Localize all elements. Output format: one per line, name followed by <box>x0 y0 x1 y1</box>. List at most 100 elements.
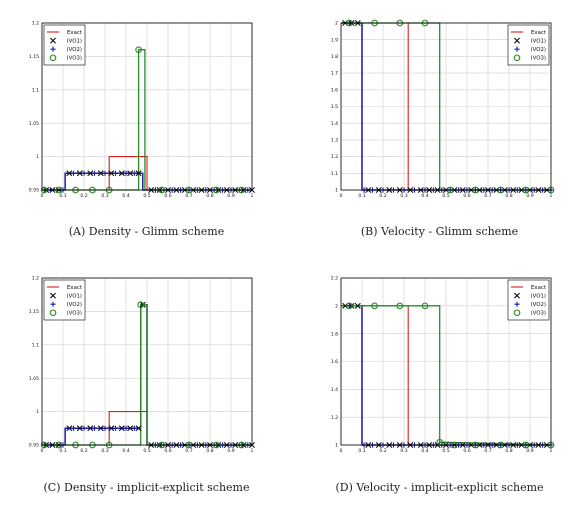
legend-label-vo3: (VO3) <box>531 56 546 62</box>
y-tick-label: 1.15 <box>29 309 39 315</box>
marker-vo1 <box>127 425 134 432</box>
x-tick-label: 0.6 <box>164 193 171 199</box>
marker-vo2 <box>112 170 119 176</box>
y-tick-label: 2 <box>335 303 338 309</box>
chart-c: 0 0.1 0.2 0.3 0.4 0.5 0.6 0.7 0.8 0.9 1 0.95 1 1.05 1.… <box>29 276 255 454</box>
marker-vo1 <box>76 425 83 432</box>
marker-vo2 <box>112 425 119 431</box>
marker-vo1 <box>66 425 73 432</box>
x-tick-label: 0.8 <box>505 448 512 454</box>
marker-vo1 <box>135 170 142 177</box>
x-tick-label: 0.7 <box>185 193 192 199</box>
y-tick-label: 1.05 <box>29 376 39 382</box>
x-tick-label: 1 <box>550 193 553 199</box>
x-tick-label: 0.2 <box>379 448 386 454</box>
y-tick-label: 2 <box>335 21 338 27</box>
x-tick-label: 0.9 <box>526 448 533 454</box>
marker-vo1 <box>66 170 73 177</box>
caption-d: (D) Velocity - implicit-explicit scheme <box>335 481 544 494</box>
marker-vo2 <box>70 425 77 431</box>
marker-vo2 <box>81 425 87 431</box>
y-tick-label: 1.2 <box>32 21 39 27</box>
y-tick-label: 1.1 <box>32 87 39 93</box>
x-tick-label: 0.7 <box>484 193 491 199</box>
x-tick-label: 0.4 <box>122 193 129 199</box>
marker-vo3 <box>346 302 353 310</box>
chart-b: 0 0.1 0.2 0.3 0.4 0.5 0.6 0.7 0.8 0.9 1 1 1.1 1.2 1.3 1… <box>331 19 555 199</box>
marker-vo2 <box>81 170 87 176</box>
y-tick-label: 1.8 <box>331 54 338 60</box>
legend-swatch-vo1 <box>514 37 520 44</box>
y-tick-label: 1.05 <box>29 121 39 127</box>
marker-vo1 <box>108 170 115 177</box>
y-tick-label: 1.5 <box>331 104 338 110</box>
legend-label-exact: Exact <box>67 30 82 36</box>
x-tick-label: 0.3 <box>101 193 108 199</box>
marker-vo2 <box>131 425 137 431</box>
marker-vo1 <box>108 425 115 432</box>
x-tick-label: 0 <box>340 193 343 199</box>
y-tick-label: 1.6 <box>331 87 338 93</box>
x-tick-label: 0.1 <box>59 448 66 454</box>
axes-frame <box>340 22 552 191</box>
x-tick-label: 0 <box>41 448 44 454</box>
marker-vo2 <box>91 170 98 176</box>
x-tick-label: 0.8 <box>206 448 213 454</box>
y-tick-label: 1.15 <box>29 54 39 60</box>
marker-vo1 <box>76 170 83 177</box>
chart-a: 0 0.1 0.2 0.3 0.4 0.5 0.6 0.7 0.8 0.9 1 0.95 1 1.05 1.… <box>29 21 255 199</box>
chart-d: 0 0.1 0.2 0.3 0.4 0.5 0.6 0.7 0.8 0.9 1 1 1.2 1.4 1.6 1… <box>331 276 555 454</box>
marker-vo1 <box>127 170 134 177</box>
x-tick-label: 0 <box>41 193 44 199</box>
marker-vo2 <box>91 425 98 431</box>
x-tick-label: 0 <box>340 448 343 454</box>
legend-label-vo3: (VO3) <box>67 311 82 317</box>
x-tick-label: 0.1 <box>358 193 365 199</box>
marker-vo2 <box>346 303 352 309</box>
x-tick-label: 0.2 <box>80 193 87 199</box>
marker-vo1 <box>135 425 142 432</box>
x-tick-label: 0.9 <box>227 448 234 454</box>
x-tick-label: 0.9 <box>227 193 234 199</box>
x-tick-label: 0.6 <box>463 193 470 199</box>
x-tick-label: 0.3 <box>400 193 407 199</box>
marker-vo1 <box>118 170 125 177</box>
y-tick-label: 1.1 <box>32 342 39 348</box>
legend-swatch-vo1 <box>514 292 520 299</box>
legend: Exact (VO1) (VO2) (VO3) <box>43 24 86 66</box>
legend-label-vo3: (VO3) <box>531 311 546 317</box>
y-tick-label: 1.1 <box>331 171 338 177</box>
x-tick-label: 0.5 <box>442 448 449 454</box>
marker-vo3 <box>396 302 404 310</box>
x-tick-label: 0.8 <box>206 193 213 199</box>
legend-label-vo1: (VO1) <box>67 38 82 44</box>
x-tick-label: 0.6 <box>164 448 171 454</box>
axes-frame <box>41 277 253 446</box>
legend-label-vo1: (VO1) <box>67 293 82 299</box>
marker-vo2 <box>123 170 129 176</box>
marker-vo2 <box>102 170 108 176</box>
marker-vo3 <box>421 302 429 310</box>
legend-swatch-vo3 <box>49 54 57 62</box>
marker-vo3 <box>137 301 145 309</box>
y-tick-label: 1.4 <box>331 121 338 127</box>
marker-vo3 <box>135 46 142 54</box>
legend-label-exact: Exact <box>531 30 546 36</box>
y-tick-label: 1.9 <box>331 37 338 43</box>
legend-swatch-vo1 <box>50 292 56 299</box>
legend: Exact (VO1) (VO2) (VO3) <box>43 279 86 321</box>
x-tick-label: 0.4 <box>421 193 428 199</box>
x-tick-label: 0.2 <box>379 193 386 199</box>
marker-vo1 <box>97 425 104 432</box>
legend-label-exact: Exact <box>67 285 82 291</box>
y-tick-label: 2.2 <box>331 276 338 282</box>
caption-b: (B) Velocity - Glimm scheme <box>360 225 519 238</box>
legend-swatch-vo3 <box>513 54 521 62</box>
y-tick-label: 1.3 <box>331 138 338 144</box>
marker-vo1 <box>87 425 94 432</box>
y-tick-label: 1 <box>335 188 338 194</box>
x-tick-label: 0.3 <box>101 448 108 454</box>
legend: Exact (VO1) (VO2) (VO3) <box>507 24 550 66</box>
legend-swatch-vo2 <box>514 301 520 307</box>
x-tick-label: 0.9 <box>526 193 533 199</box>
